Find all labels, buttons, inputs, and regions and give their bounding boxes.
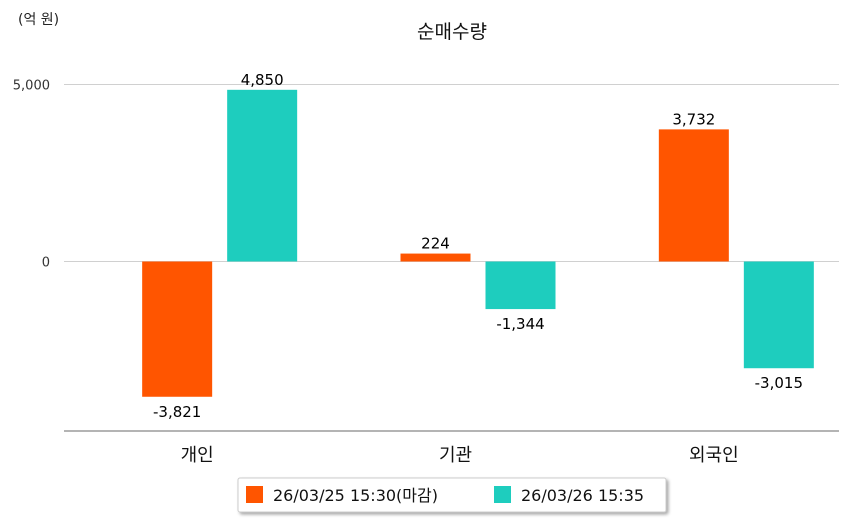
chart-title: 순매수량	[417, 21, 487, 43]
legend: 26/03/25 15:30(마감) 26/03/26 15:35	[237, 477, 667, 513]
legend-label: 26/03/26 15:35	[521, 486, 644, 505]
x-category-label: 개인	[181, 445, 214, 466]
data-label-개인-series-2: 4,850	[241, 71, 284, 89]
bar-외국인-series-1	[658, 129, 729, 262]
bar-기관-series-1	[400, 253, 471, 262]
y-tick-label: 5,000	[13, 79, 50, 94]
data-label-개인-series-1: -3,821	[153, 403, 201, 421]
legend-label: 26/03/25 15:30(마감)	[273, 486, 438, 505]
bar-외국인-series-2	[743, 261, 814, 369]
legend-item-series-1[interactable]: 26/03/25 15:30(마감)	[246, 486, 438, 505]
x-category-label: 외국인	[689, 445, 739, 466]
y-axis-ticks: 0 5,000	[13, 79, 50, 271]
data-labels: -3,821 4,850 224 -1,344 3,732 -3,015	[153, 71, 803, 421]
bar-기관-series-2	[485, 261, 556, 310]
bars	[142, 89, 814, 397]
unit-label: (억 원)	[18, 12, 59, 28]
data-label-기관-series-2: -1,344	[496, 315, 544, 333]
data-label-기관-series-1: 224	[421, 235, 450, 253]
legend-box	[237, 477, 667, 513]
data-label-외국인-series-2: -3,015	[755, 374, 803, 392]
legend-swatch	[494, 486, 511, 503]
x-category-label: 기관	[439, 445, 472, 466]
bar-개인-series-2	[227, 89, 298, 262]
bar-개인-series-1	[142, 261, 213, 397]
legend-item-series-2[interactable]: 26/03/26 15:35	[494, 486, 644, 505]
x-axis-categories: 개인 기관 외국인	[181, 445, 739, 466]
data-label-외국인-series-1: 3,732	[672, 110, 715, 128]
legend-swatch	[246, 486, 263, 503]
y-tick-label: 0	[42, 256, 50, 271]
